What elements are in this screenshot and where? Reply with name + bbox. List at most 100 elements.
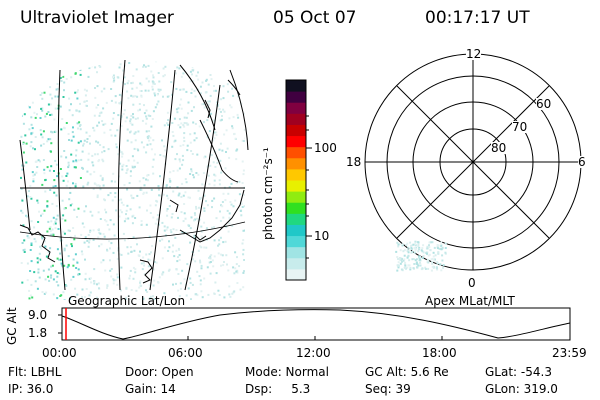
emission-speck [218, 179, 221, 182]
emission-speck [233, 272, 236, 275]
emission-speck [199, 283, 202, 286]
mlt-label-18: 18 [346, 155, 362, 169]
emission-speck [140, 262, 143, 265]
emission-speck [167, 119, 169, 121]
emission-speck [186, 149, 189, 152]
emission-speck [37, 221, 40, 223]
emission-speck [143, 264, 146, 267]
emission-speck [145, 151, 148, 154]
emission-speck [200, 235, 203, 238]
emission-speck [190, 216, 193, 219]
emission-speck [52, 216, 55, 219]
emission-speck [168, 268, 171, 271]
emission-speck [98, 114, 101, 117]
emission-speck [82, 144, 85, 147]
emission-speck [203, 207, 206, 210]
emission-speck [57, 95, 60, 98]
emission-speck [209, 94, 212, 97]
emission-speck [199, 85, 202, 88]
emission-speck [244, 137, 245, 140]
emission-speck [230, 203, 233, 206]
emission-speck [97, 282, 100, 285]
emission-speck [407, 254, 410, 257]
emission-speck [220, 264, 222, 267]
emission-speck [62, 291, 65, 294]
emission-speck [161, 238, 164, 241]
emission-speck [91, 161, 94, 164]
emission-speck [419, 256, 422, 258]
emission-speck [47, 138, 50, 141]
emission-speck [63, 207, 66, 210]
emission-speck [220, 204, 222, 207]
emission-speck [194, 63, 197, 66]
emission-speck [184, 178, 187, 181]
emission-speck [133, 159, 136, 162]
emission-speck [228, 218, 231, 221]
emission-speck [112, 80, 115, 83]
emission-speck [190, 168, 193, 171]
emission-speck [49, 93, 52, 96]
emission-speck [426, 252, 428, 255]
emission-speck [232, 116, 235, 119]
emission-speck [29, 184, 32, 187]
emission-speck [153, 279, 156, 282]
emission-speck [112, 172, 115, 175]
emission-speck [97, 141, 100, 144]
emission-speck [441, 259, 444, 262]
emission-speck [29, 270, 32, 272]
emission-speck [181, 154, 184, 157]
colorbar-cell [286, 102, 306, 114]
mlt-label-0: 0 [468, 276, 476, 290]
emission-speck [77, 127, 79, 130]
emission-speck [81, 296, 83, 298]
emission-speck [134, 268, 137, 271]
emission-speck [51, 264, 54, 267]
emission-speck [50, 274, 53, 277]
emission-speck [20, 114, 23, 117]
emission-speck [114, 95, 117, 98]
emission-speck [40, 83, 43, 86]
emission-speck [206, 106, 209, 109]
emission-speck [41, 291, 44, 293]
emission-speck [193, 236, 196, 239]
emission-speck [44, 240, 46, 243]
emission-speck [67, 180, 69, 183]
emission-speck [63, 264, 66, 267]
emission-speck [397, 243, 400, 246]
emission-speck [222, 108, 225, 111]
emission-speck [169, 171, 172, 174]
emission-speck [136, 243, 138, 246]
emission-speck [62, 214, 65, 217]
emission-speck [76, 216, 78, 218]
emission-speck [154, 153, 156, 156]
emission-speck [162, 67, 165, 70]
emission-speck [187, 287, 190, 290]
emission-speck [175, 108, 178, 111]
emission-speck [193, 106, 195, 109]
emission-speck [121, 168, 124, 171]
emission-speck [42, 81, 45, 84]
emission-speck [183, 203, 186, 205]
emission-speck [172, 228, 175, 231]
emission-speck [73, 166, 76, 169]
emission-speck [50, 233, 53, 236]
emission-speck [59, 105, 62, 108]
emission-speck [171, 93, 173, 96]
emission-speck [91, 214, 94, 217]
emission-speck [49, 138, 52, 141]
polar-caption: Apex MLat/MLT [425, 294, 515, 308]
emission-speck [153, 83, 156, 85]
emission-speck [159, 175, 161, 178]
emission-speck [221, 149, 224, 152]
emission-speck [149, 259, 152, 262]
emission-speck [174, 139, 177, 142]
emission-speck [28, 190, 30, 193]
emission-speck [428, 244, 430, 247]
emission-speck [152, 268, 155, 271]
emission-speck [111, 299, 114, 300]
emission-speck [106, 285, 109, 287]
emission-speck [128, 299, 131, 300]
emission-speck [154, 106, 157, 109]
emission-speck [130, 82, 133, 85]
emission-speck [167, 123, 170, 126]
